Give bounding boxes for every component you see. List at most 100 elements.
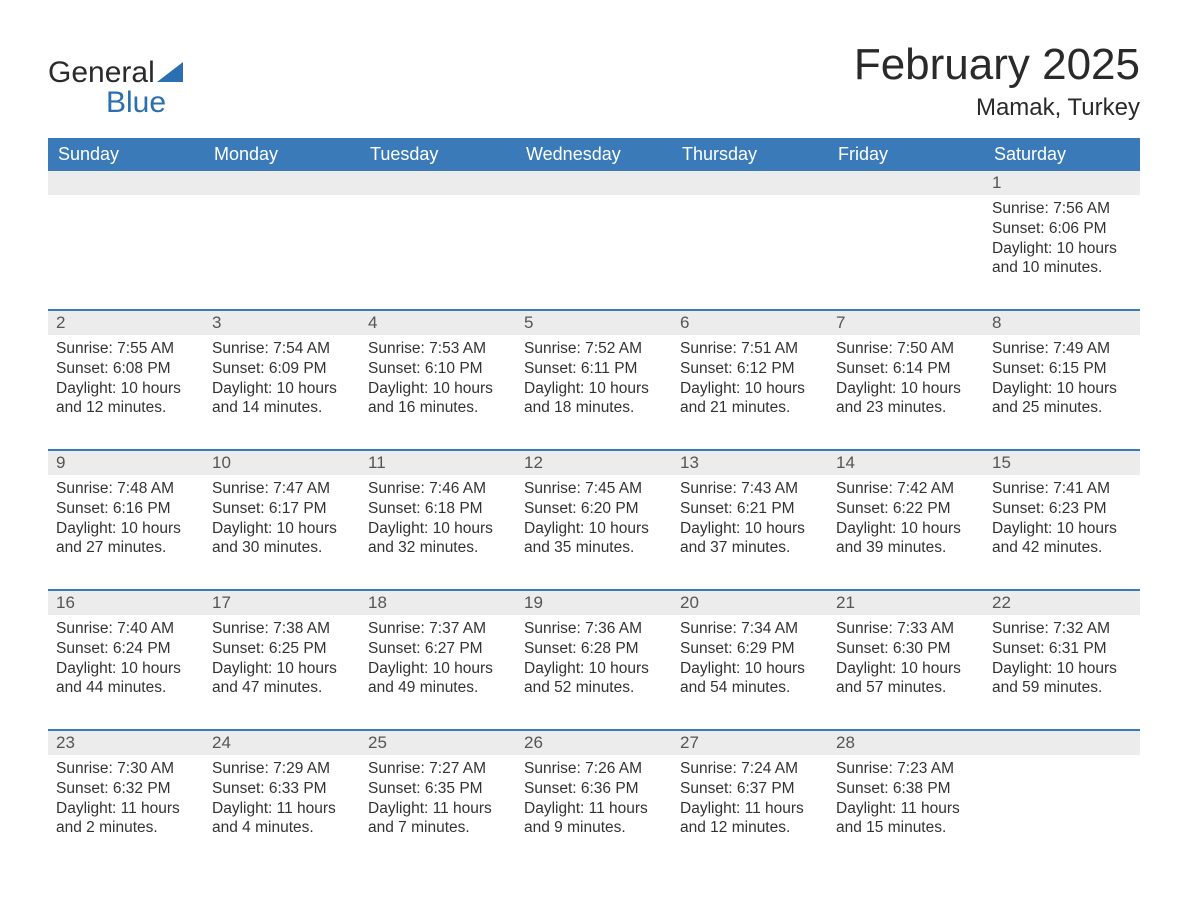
daylight-line-2: and 59 minutes. — [992, 678, 1132, 698]
sunset-line: Sunset: 6:38 PM — [836, 779, 976, 799]
daylight-line-1: Daylight: 10 hours — [992, 239, 1132, 259]
daylight-line-1: Daylight: 10 hours — [836, 519, 976, 539]
weeks-container: 1Sunrise: 7:56 AMSunset: 6:06 PMDaylight… — [48, 171, 1140, 849]
brand-word-2: Blue — [106, 86, 166, 119]
day-number — [48, 171, 204, 195]
day-cell — [204, 171, 360, 289]
day-cell: 14Sunrise: 7:42 AMSunset: 6:22 PMDayligh… — [828, 451, 984, 569]
daylight-line-1: Daylight: 11 hours — [56, 799, 196, 819]
sunset-line: Sunset: 6:31 PM — [992, 639, 1132, 659]
day-number: 16 — [48, 591, 204, 615]
sunrise-line: Sunrise: 7:52 AM — [524, 339, 664, 359]
brand-logo: General Blue — [48, 40, 183, 118]
day-cell: 19Sunrise: 7:36 AMSunset: 6:28 PMDayligh… — [516, 591, 672, 709]
weekday-header: Wednesday — [516, 138, 672, 171]
day-cell: 16Sunrise: 7:40 AMSunset: 6:24 PMDayligh… — [48, 591, 204, 709]
sunrise-line: Sunrise: 7:27 AM — [368, 759, 508, 779]
daylight-line-2: and 12 minutes. — [680, 818, 820, 838]
day-number: 11 — [360, 451, 516, 475]
sunrise-line: Sunrise: 7:30 AM — [56, 759, 196, 779]
daylight-line-1: Daylight: 10 hours — [56, 519, 196, 539]
location-label: Mamak, Turkey — [854, 94, 1140, 122]
day-number: 10 — [204, 451, 360, 475]
day-details: Sunrise: 7:36 AMSunset: 6:28 PMDaylight:… — [516, 615, 672, 702]
sunrise-line: Sunrise: 7:48 AM — [56, 479, 196, 499]
weekday-header: Tuesday — [360, 138, 516, 171]
daylight-line-2: and 25 minutes. — [992, 398, 1132, 418]
day-details: Sunrise: 7:40 AMSunset: 6:24 PMDaylight:… — [48, 615, 204, 702]
sail-icon — [157, 58, 183, 88]
daylight-line-1: Daylight: 10 hours — [992, 659, 1132, 679]
sunset-line: Sunset: 6:11 PM — [524, 359, 664, 379]
daylight-line-2: and 21 minutes. — [680, 398, 820, 418]
day-number — [516, 171, 672, 195]
sunrise-line: Sunrise: 7:53 AM — [368, 339, 508, 359]
daylight-line-1: Daylight: 11 hours — [836, 799, 976, 819]
brand-text: General Blue — [48, 58, 183, 118]
day-cell: 5Sunrise: 7:52 AMSunset: 6:11 PMDaylight… — [516, 311, 672, 429]
sunrise-line: Sunrise: 7:46 AM — [368, 479, 508, 499]
day-cell: 12Sunrise: 7:45 AMSunset: 6:20 PMDayligh… — [516, 451, 672, 569]
day-cell: 13Sunrise: 7:43 AMSunset: 6:21 PMDayligh… — [672, 451, 828, 569]
sunset-line: Sunset: 6:12 PM — [680, 359, 820, 379]
calendar: Sunday Monday Tuesday Wednesday Thursday… — [48, 138, 1140, 849]
daylight-line-2: and 49 minutes. — [368, 678, 508, 698]
day-number: 25 — [360, 731, 516, 755]
day-details: Sunrise: 7:27 AMSunset: 6:35 PMDaylight:… — [360, 755, 516, 842]
day-cell: 17Sunrise: 7:38 AMSunset: 6:25 PMDayligh… — [204, 591, 360, 709]
day-cell: 8Sunrise: 7:49 AMSunset: 6:15 PMDaylight… — [984, 311, 1140, 429]
sunrise-line: Sunrise: 7:26 AM — [524, 759, 664, 779]
day-details: Sunrise: 7:24 AMSunset: 6:37 PMDaylight:… — [672, 755, 828, 842]
day-number: 19 — [516, 591, 672, 615]
day-number: 12 — [516, 451, 672, 475]
day-cell: 28Sunrise: 7:23 AMSunset: 6:38 PMDayligh… — [828, 731, 984, 849]
daylight-line-1: Daylight: 10 hours — [836, 379, 976, 399]
day-details: Sunrise: 7:45 AMSunset: 6:20 PMDaylight:… — [516, 475, 672, 562]
day-details: Sunrise: 7:26 AMSunset: 6:36 PMDaylight:… — [516, 755, 672, 842]
sunset-line: Sunset: 6:06 PM — [992, 219, 1132, 239]
weekday-header: Thursday — [672, 138, 828, 171]
sunset-line: Sunset: 6:27 PM — [368, 639, 508, 659]
week-row: 16Sunrise: 7:40 AMSunset: 6:24 PMDayligh… — [48, 589, 1140, 709]
title-block: February 2025 Mamak, Turkey — [854, 40, 1140, 132]
sunrise-line: Sunrise: 7:54 AM — [212, 339, 352, 359]
daylight-line-1: Daylight: 10 hours — [524, 659, 664, 679]
day-number: 22 — [984, 591, 1140, 615]
day-details: Sunrise: 7:37 AMSunset: 6:27 PMDaylight:… — [360, 615, 516, 702]
day-details: Sunrise: 7:56 AMSunset: 6:06 PMDaylight:… — [984, 195, 1140, 282]
day-number: 26 — [516, 731, 672, 755]
day-details: Sunrise: 7:52 AMSunset: 6:11 PMDaylight:… — [516, 335, 672, 422]
sunset-line: Sunset: 6:10 PM — [368, 359, 508, 379]
day-number: 2 — [48, 311, 204, 335]
daylight-line-1: Daylight: 10 hours — [992, 379, 1132, 399]
sunrise-line: Sunrise: 7:24 AM — [680, 759, 820, 779]
sunrise-line: Sunrise: 7:29 AM — [212, 759, 352, 779]
sunset-line: Sunset: 6:09 PM — [212, 359, 352, 379]
sunset-line: Sunset: 6:08 PM — [56, 359, 196, 379]
sunrise-line: Sunrise: 7:50 AM — [836, 339, 976, 359]
weekday-header-row: Sunday Monday Tuesday Wednesday Thursday… — [48, 138, 1140, 171]
daylight-line-1: Daylight: 10 hours — [680, 379, 820, 399]
header: General Blue February 2025 Mamak, Turkey — [48, 40, 1140, 132]
sunrise-line: Sunrise: 7:42 AM — [836, 479, 976, 499]
day-details: Sunrise: 7:33 AMSunset: 6:30 PMDaylight:… — [828, 615, 984, 702]
sunrise-line: Sunrise: 7:32 AM — [992, 619, 1132, 639]
daylight-line-1: Daylight: 10 hours — [836, 659, 976, 679]
day-cell — [672, 171, 828, 289]
day-cell: 2Sunrise: 7:55 AMSunset: 6:08 PMDaylight… — [48, 311, 204, 429]
daylight-line-1: Daylight: 11 hours — [680, 799, 820, 819]
day-details: Sunrise: 7:23 AMSunset: 6:38 PMDaylight:… — [828, 755, 984, 842]
sunset-line: Sunset: 6:29 PM — [680, 639, 820, 659]
sunrise-line: Sunrise: 7:34 AM — [680, 619, 820, 639]
day-number: 5 — [516, 311, 672, 335]
day-cell: 11Sunrise: 7:46 AMSunset: 6:18 PMDayligh… — [360, 451, 516, 569]
sunrise-line: Sunrise: 7:49 AM — [992, 339, 1132, 359]
daylight-line-1: Daylight: 10 hours — [368, 519, 508, 539]
day-cell: 7Sunrise: 7:50 AMSunset: 6:14 PMDaylight… — [828, 311, 984, 429]
daylight-line-2: and 32 minutes. — [368, 538, 508, 558]
day-number — [360, 171, 516, 195]
day-cell: 4Sunrise: 7:53 AMSunset: 6:10 PMDaylight… — [360, 311, 516, 429]
day-details: Sunrise: 7:43 AMSunset: 6:21 PMDaylight:… — [672, 475, 828, 562]
weekday-header: Friday — [828, 138, 984, 171]
day-cell: 20Sunrise: 7:34 AMSunset: 6:29 PMDayligh… — [672, 591, 828, 709]
